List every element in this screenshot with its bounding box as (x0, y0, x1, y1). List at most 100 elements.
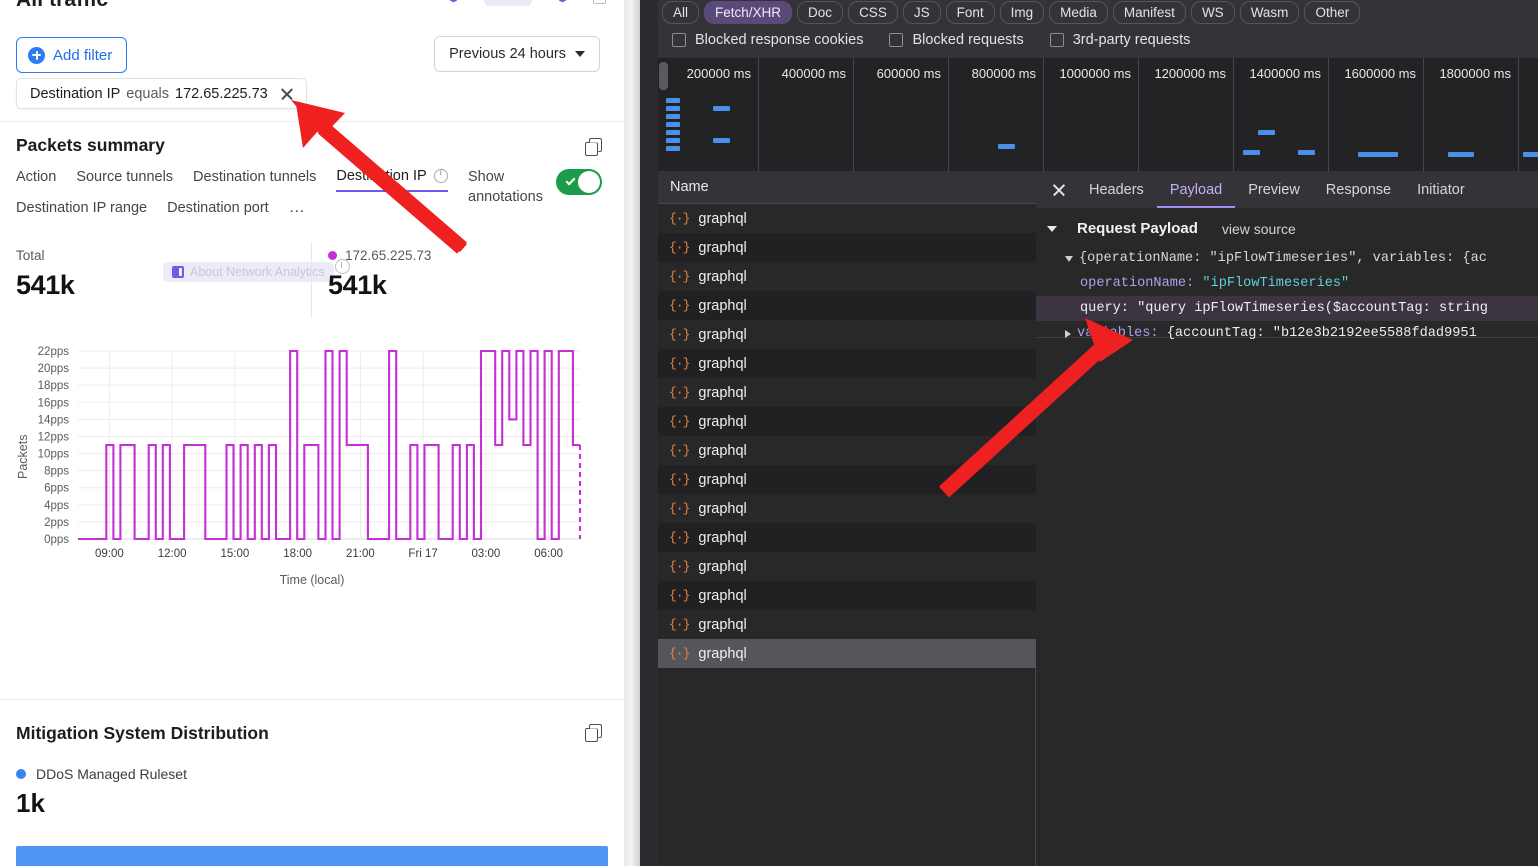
timeline-request-bar (666, 98, 680, 103)
request-row[interactable]: {·} graphql (658, 639, 1036, 668)
json-icon: {·} (669, 530, 690, 545)
total-block-series: 172.65.225.73 541k (328, 248, 431, 301)
timeline-tick-label: 600000 ms (876, 66, 941, 81)
request-row[interactable]: {·} graphql (658, 378, 1036, 407)
dimension-tab-more[interactable]: … (289, 200, 307, 222)
show-annotations-toggle[interactable] (556, 169, 602, 195)
expand-card-button-2[interactable] (585, 724, 602, 742)
timeline-column: 400000 ms (759, 58, 854, 171)
checkbox-icon[interactable] (889, 33, 904, 47)
payload-line-text: operationName: "ipFlowTimeseries" (1080, 276, 1350, 291)
type-filter-manifest[interactable]: Manifest (1112, 1, 1186, 24)
network-overview-timeline[interactable]: 200000 ms 400000 ms 600000 ms 800000 ms 1000… (658, 58, 1538, 171)
detail-tab-payload[interactable]: Payload (1157, 171, 1235, 208)
request-row[interactable]: {·} graphql (658, 436, 1036, 465)
dimension-tab-source-tunnels[interactable]: Source tunnels (76, 168, 173, 192)
request-row[interactable]: {·} graphql (658, 523, 1036, 552)
dimension-tab-destination-port[interactable]: Destination port (167, 200, 269, 222)
checkbox-icon[interactable] (672, 33, 686, 47)
chevron-right-icon[interactable] (1065, 329, 1071, 338)
type-filter-css[interactable]: CSS (848, 1, 898, 24)
request-row[interactable]: {·} graphql (658, 320, 1036, 349)
request-row[interactable]: {·} graphql (658, 465, 1036, 494)
type-filter-ws[interactable]: WS (1190, 1, 1235, 24)
detail-tab-headers[interactable]: Headers (1089, 181, 1144, 198)
packets-summary-card: Packets summary About Network Analytics … (0, 123, 624, 699)
dimension-tab-action[interactable]: Action (16, 168, 56, 192)
dimension-tab-destination-ip-range[interactable]: Destination IP range (16, 200, 147, 222)
checkbox-filter-3rd-party-requests[interactable]: 3rd-party requests (1049, 32, 1190, 48)
active-filter-chip[interactable]: Destination IP equals 172.65.225.73 (16, 78, 307, 109)
timeline-request-bar (666, 130, 680, 135)
request-row[interactable]: {·} graphql (658, 552, 1036, 581)
payload-line[interactable]: operationName: "ipFlowTimeseries" (1036, 271, 1538, 296)
view-source-link[interactable]: view source (1221, 220, 1296, 237)
payload-line-text: variables: {accountTag: "b12e3b2192ee558… (1077, 326, 1477, 341)
request-row[interactable]: {·} graphql (658, 204, 1036, 233)
json-icon: {·} (669, 327, 690, 342)
type-filter-all[interactable]: All (662, 1, 700, 24)
timeline-request-bar (1523, 152, 1538, 157)
request-row[interactable]: {·} graphql (658, 233, 1036, 262)
request-row[interactable]: {·} graphql (658, 581, 1036, 610)
type-filter-img[interactable]: Img (999, 1, 1045, 24)
info-icon[interactable] (433, 168, 448, 183)
request-row[interactable]: {·} graphql (658, 291, 1036, 320)
tab-label: Destination IP range (16, 200, 148, 216)
tab-label: Destination port (167, 200, 269, 216)
json-icon: {·} (669, 414, 690, 429)
svg-text:10pps: 10pps (38, 449, 70, 461)
dimension-tab-destination-ip[interactable]: Destination IP (336, 168, 448, 192)
payload-header: Request Payload view source (1047, 220, 1296, 237)
filter-operator: equals (126, 85, 170, 102)
packets-summary-title: Packets summary (16, 135, 165, 155)
payload-line[interactable]: variables: {accountTag: "b12e3b2192ee558… (1036, 321, 1538, 346)
svg-text:21:00: 21:00 (346, 548, 375, 560)
request-name: graphql (698, 529, 747, 546)
close-detail-button[interactable] (1042, 171, 1076, 208)
request-name: graphql (698, 645, 747, 662)
checkbox-filter-blocked-requests[interactable]: Blocked requests (889, 32, 1024, 48)
type-filter-doc[interactable]: Doc (797, 1, 844, 24)
series-value: 541k (328, 270, 387, 300)
checkbox-filter-blocked-response-cookies[interactable]: Blocked response cookies (672, 32, 863, 48)
request-row[interactable]: {·} graphql (658, 610, 1036, 639)
clipped-square-icon (593, 0, 606, 4)
request-row[interactable]: {·} graphql (658, 262, 1036, 291)
total-label: Total (16, 248, 45, 263)
close-icon[interactable] (280, 86, 295, 101)
type-filter-other[interactable]: Other (1304, 1, 1361, 24)
type-filter-wasm[interactable]: Wasm (1239, 1, 1300, 24)
add-filter-button[interactable]: Add filter (16, 37, 128, 73)
toggle-knob (578, 171, 600, 193)
dimension-tab-destination-tunnels[interactable]: Destination tunnels (193, 168, 316, 192)
chevron-down-icon[interactable] (1047, 225, 1057, 232)
payload-line[interactable]: query: "query ipFlowTimeseries($accountT… (1036, 296, 1538, 321)
close-icon (1052, 183, 1066, 197)
x-axis-label: Time (local) (279, 573, 345, 587)
detail-tab-preview[interactable]: Preview (1248, 181, 1300, 198)
type-filter-js[interactable]: JS (902, 1, 941, 24)
about-network-analytics-pill[interactable]: About Network Analytics (163, 262, 334, 282)
request-name: graphql (698, 326, 747, 343)
time-range-selector[interactable]: Previous 24 hours (434, 36, 600, 72)
payload-line[interactable]: {operationName: "ipFlowTimeseries", vari… (1036, 246, 1538, 271)
chevron-down-icon (575, 51, 585, 57)
type-filter-media[interactable]: Media (1049, 1, 1108, 24)
type-filter-font[interactable]: Font (945, 1, 995, 24)
detail-tab-initiator[interactable]: Initiator (1417, 181, 1465, 198)
type-filter-fetch-xhr[interactable]: Fetch/XHR (704, 1, 793, 24)
clipped-dot-icon-2 (558, 0, 567, 2)
timeline-request-bar (998, 144, 1015, 149)
timeline-tick-label: 1200000 ms (1154, 66, 1226, 81)
timeline-drag-handle[interactable] (659, 62, 668, 90)
detail-tab-response[interactable]: Response (1325, 181, 1392, 198)
request-row[interactable]: {·} graphql (658, 407, 1036, 436)
chevron-down-icon[interactable] (1065, 255, 1073, 262)
request-row[interactable]: {·} graphql (658, 349, 1036, 378)
expand-card-button[interactable] (585, 138, 602, 156)
timeline-request-bar (713, 106, 730, 111)
checkbox-icon[interactable] (1049, 33, 1064, 47)
request-row[interactable]: {·} graphql (658, 494, 1036, 523)
json-icon: {·} (669, 472, 690, 487)
